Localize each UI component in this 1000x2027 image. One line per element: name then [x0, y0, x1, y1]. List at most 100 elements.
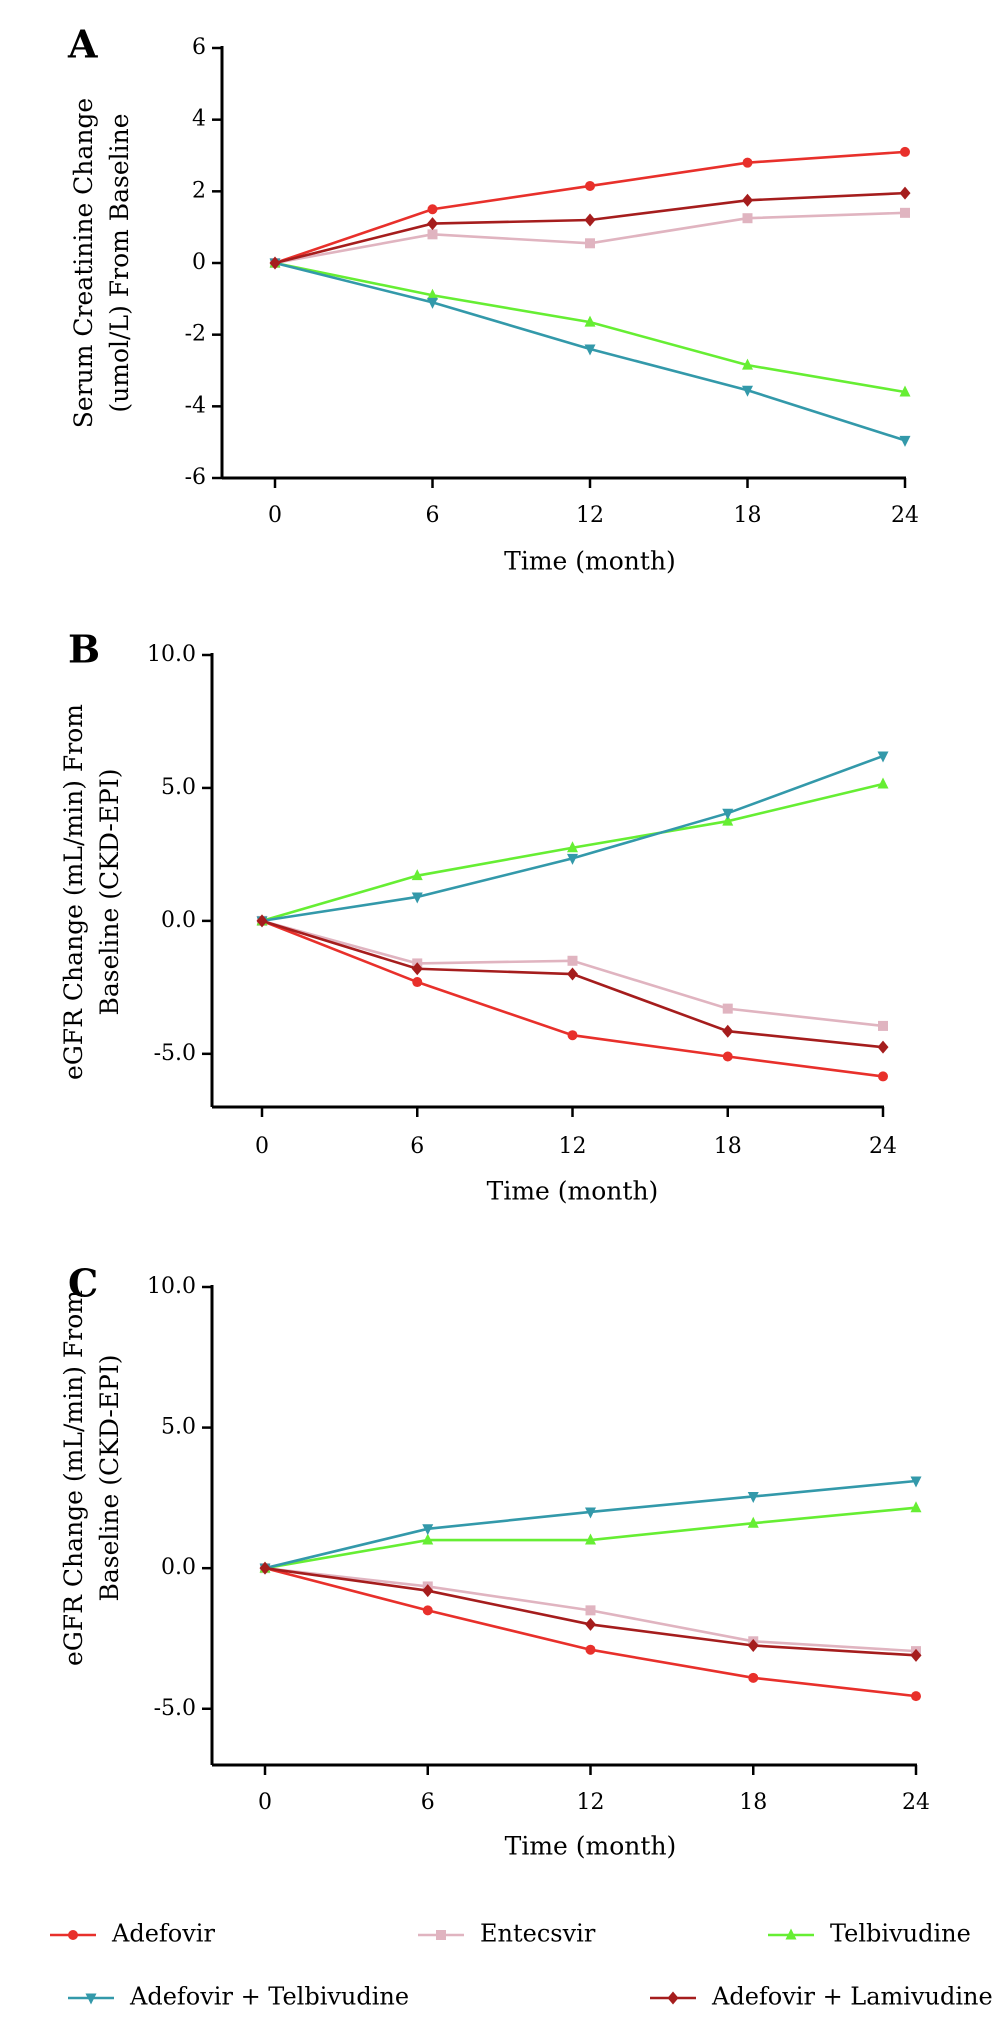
x-tick-label: 0	[258, 1790, 272, 1815]
legend-label: Adefovir + Telbivudine	[129, 1983, 409, 2011]
data-point	[585, 180, 595, 191]
x-tick-label: 6	[421, 1790, 435, 1815]
data-point	[910, 1476, 922, 1488]
y-tick-label: -5.0	[154, 1041, 196, 1066]
y-tick-label: 10.0	[147, 642, 196, 667]
data-point	[748, 1672, 759, 1683]
data-point	[722, 814, 734, 826]
data-point	[878, 1071, 888, 1082]
x-tick-label: 12	[576, 503, 604, 528]
y-tick-label: 0	[192, 250, 206, 275]
series-adefovir-telbivudine	[256, 751, 889, 928]
data-point	[585, 1617, 596, 1631]
data-point	[747, 1639, 759, 1652]
y-axis-label-line: Baseline (CKD-EPI)	[95, 769, 124, 1016]
legend: Adefovir Entecsvir Telbivudine Adefovir + T…	[50, 1920, 993, 2011]
data-point	[747, 1491, 759, 1503]
chart-panel-b: B 10.0 5.0 0.0 -5.0 0 6 12 18 24 Time (month) eGFR …	[59, 627, 897, 1206]
x-tick-label: 18	[714, 1134, 742, 1159]
data-point	[722, 808, 734, 820]
x-axis-label: Time (month)	[487, 1177, 659, 1206]
legend-swatch-marker	[68, 1930, 78, 1940]
legend-item: Telbivudine	[768, 1920, 971, 1948]
data-point	[585, 238, 595, 249]
x-tick-label: 24	[902, 1790, 930, 1815]
data-point	[422, 1524, 434, 1536]
data-point	[900, 207, 910, 218]
y-tick-label: 0.0	[161, 908, 196, 933]
y-tick-label: 10.0	[147, 1274, 196, 1299]
legend-swatch-marker	[436, 1930, 446, 1940]
data-point	[411, 869, 423, 881]
y-tick-label: -6	[185, 465, 206, 490]
data-point	[422, 1584, 434, 1598]
panel-letter: C	[68, 1261, 98, 1306]
y-axis-label: eGFR Change (mL/min) From Baseline (CKD-E…	[59, 704, 124, 1080]
data-point	[584, 213, 596, 227]
data-point	[899, 385, 911, 397]
series-adefovir	[270, 146, 910, 268]
legend-item: Adefovir + Lamivudine	[650, 1983, 993, 2011]
y-tick-label: 2	[192, 178, 206, 203]
legend-item: Adefovir	[50, 1920, 215, 1948]
x-tick-label: 12	[577, 1790, 605, 1815]
series-line	[274, 191, 906, 265]
series-telbivudine	[269, 256, 911, 397]
data-point	[900, 146, 910, 157]
series-line	[261, 919, 884, 1078]
data-point	[411, 962, 423, 976]
series-adefovir-telbivudine	[269, 258, 911, 447]
series-entecavir	[260, 1563, 921, 1657]
data-point	[422, 1533, 434, 1545]
data-point	[412, 977, 423, 988]
legend-label: Telbivudine	[830, 1920, 971, 1948]
data-point	[427, 229, 438, 240]
x-tick-label: 24	[891, 503, 919, 528]
legend-item: Entecsvir	[418, 1920, 596, 1948]
y-axis-label-line: eGFR Change (mL/min) From	[59, 1290, 88, 1666]
x-tick-label: 12	[559, 1134, 587, 1159]
data-point	[899, 186, 911, 200]
series-adefovir-lamivudine	[259, 1561, 922, 1662]
data-point	[877, 777, 889, 789]
x-tick-label: 18	[739, 1790, 767, 1815]
data-point	[567, 967, 578, 981]
data-point	[742, 193, 753, 207]
panel-letter: A	[67, 22, 98, 67]
data-point	[427, 217, 438, 231]
series-adefovir-telbivudine	[259, 1476, 922, 1575]
data-point	[911, 1691, 921, 1702]
series-adefovir-lamivudine	[269, 186, 911, 270]
data-point	[877, 1040, 889, 1054]
series-line	[264, 1566, 917, 1698]
data-point	[256, 914, 268, 928]
y-axis-label-line: (umol/L) From Baseline	[105, 113, 134, 412]
x-tick-label: 0	[255, 1134, 269, 1159]
series-line	[261, 782, 884, 923]
legend-swatch-marker	[667, 1991, 679, 2005]
data-point	[878, 1020, 888, 1031]
y-tick-label: 0.0	[161, 1555, 196, 1580]
x-axis-label: Time (month)	[505, 1832, 677, 1861]
x-tick-label: 18	[734, 503, 762, 528]
panels: A 6 4 2 0 -2 -4 -6 0 6 12 18 24 Time (month) Serum Cre…	[59, 22, 930, 1861]
data-point	[585, 1605, 596, 1616]
series-line	[261, 919, 884, 1049]
legend-label: Adefovir	[111, 1920, 215, 1948]
data-point	[910, 1648, 922, 1662]
data-point	[742, 385, 753, 397]
data-point	[722, 1003, 733, 1014]
chart-panel-c: C 10.0 5.0 0.0 -5.0 0 6 12 18 24 Time (month) eGFR …	[59, 1261, 930, 1861]
x-axis-label: Time (month)	[504, 547, 676, 576]
data-point	[422, 1605, 433, 1616]
series-adefovir	[257, 915, 888, 1082]
y-tick-label: -5.0	[154, 1696, 196, 1721]
legend-label: Entecsvir	[480, 1920, 596, 1948]
data-point	[722, 1051, 733, 1062]
data-point	[427, 204, 438, 215]
y-tick-label: -2	[185, 322, 206, 347]
y-tick-label: 5.0	[161, 775, 196, 800]
data-point	[742, 358, 753, 370]
y-axis-label-line: Baseline (CKD-EPI)	[95, 1355, 124, 1602]
